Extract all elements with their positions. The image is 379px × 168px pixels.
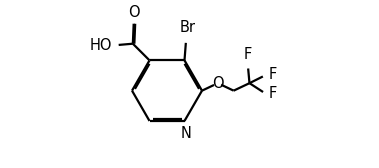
Text: N: N	[181, 126, 192, 141]
Text: O: O	[212, 76, 224, 91]
Text: F: F	[244, 47, 252, 62]
Text: HO: HO	[90, 38, 112, 53]
Text: Br: Br	[180, 19, 196, 35]
Text: O: O	[128, 5, 139, 20]
Text: F: F	[269, 87, 277, 101]
Text: F: F	[269, 67, 277, 82]
